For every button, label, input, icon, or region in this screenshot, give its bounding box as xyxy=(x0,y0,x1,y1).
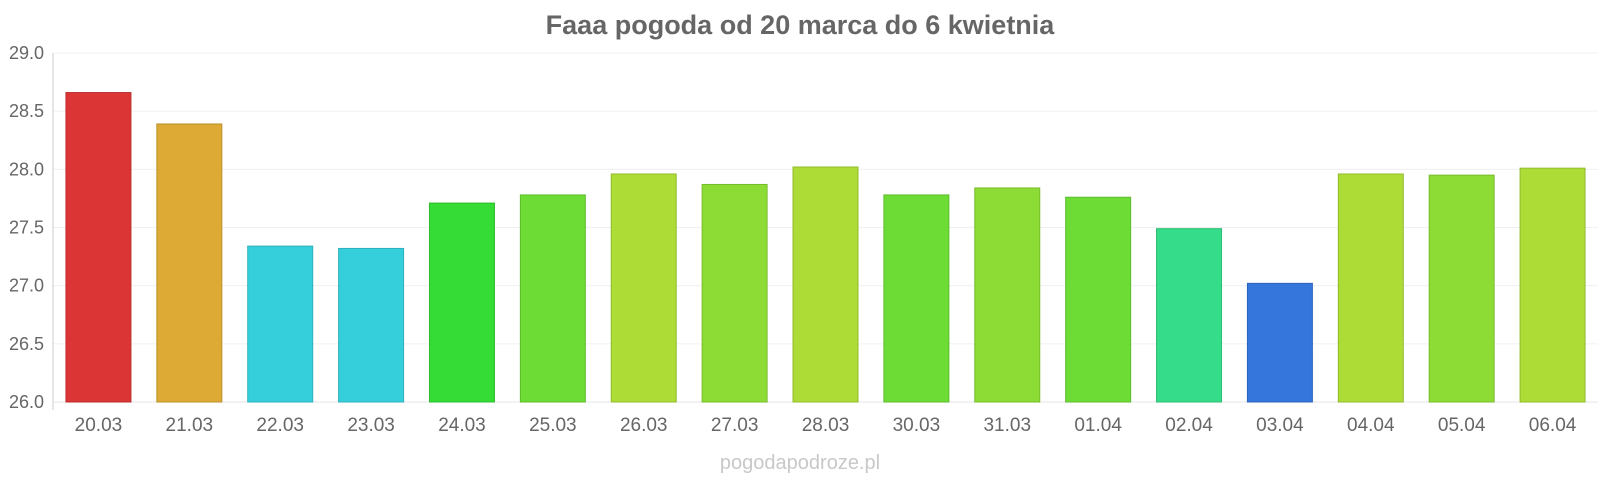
x-tick-label: 20.03 xyxy=(75,415,123,436)
bar-06.04[interactable] xyxy=(1519,167,1586,403)
x-tick-label: 28.03 xyxy=(802,415,850,436)
x-tick-label: 01.04 xyxy=(1074,415,1122,436)
chart-title: Faaa pogoda od 20 marca do 6 kwietnia xyxy=(545,10,1055,40)
x-tick-label: 05.04 xyxy=(1438,415,1486,436)
x-tick-label: 26.03 xyxy=(620,415,668,436)
bars xyxy=(65,92,1586,403)
y-tick-label: 28.5 xyxy=(9,101,44,121)
y-tick-label: 26.5 xyxy=(9,334,44,354)
x-tick-label: 30.03 xyxy=(893,415,941,436)
bar-25.03[interactable] xyxy=(519,194,586,403)
bar-02.04[interactable] xyxy=(1156,228,1223,403)
bar-20.03[interactable] xyxy=(65,92,132,403)
bar-30.03[interactable] xyxy=(883,194,950,403)
bar-23.03[interactable] xyxy=(338,247,405,403)
y-tick-label: 27.0 xyxy=(9,276,44,296)
bar-31.03[interactable] xyxy=(974,187,1041,403)
bar-26.03[interactable] xyxy=(610,173,677,403)
watermark: pogodapodroze.pl xyxy=(719,452,881,474)
x-tick-label: 22.03 xyxy=(256,415,304,436)
tick-labels: 26.0 26.5 27.0 27.5 28.0 28.5 29.0 20.03 21.03 22… xyxy=(9,43,1577,436)
y-tick-label: 27.5 xyxy=(9,218,44,238)
x-tick-label: 21.03 xyxy=(166,415,214,436)
x-tick-label: 27.03 xyxy=(711,415,759,436)
bar-03.04[interactable] xyxy=(1246,282,1313,403)
y-tick-label: 26.0 xyxy=(9,392,44,412)
x-tick-label: 06.04 xyxy=(1529,415,1577,436)
x-tick-label: 02.04 xyxy=(1165,415,1213,436)
bar-27.03[interactable] xyxy=(701,183,768,403)
bar-22.03[interactable] xyxy=(247,245,314,403)
bar-24.03[interactable] xyxy=(428,202,495,403)
bar-04.04[interactable] xyxy=(1337,173,1404,403)
y-tick-label: 29.0 xyxy=(9,43,44,63)
bar-21.03[interactable] xyxy=(156,123,223,403)
bar-28.03[interactable] xyxy=(792,166,859,403)
x-tick-label: 25.03 xyxy=(529,415,577,436)
x-tick-label: 23.03 xyxy=(347,415,395,436)
x-tick-label: 04.04 xyxy=(1347,415,1395,436)
y-tick-label: 28.0 xyxy=(9,159,44,179)
bar-01.04[interactable] xyxy=(1065,196,1132,403)
x-tick-label: 31.03 xyxy=(983,415,1031,436)
x-tick-label: 03.04 xyxy=(1256,415,1304,436)
x-tick-label: 24.03 xyxy=(438,415,486,436)
bar-05.04[interactable] xyxy=(1428,174,1495,403)
